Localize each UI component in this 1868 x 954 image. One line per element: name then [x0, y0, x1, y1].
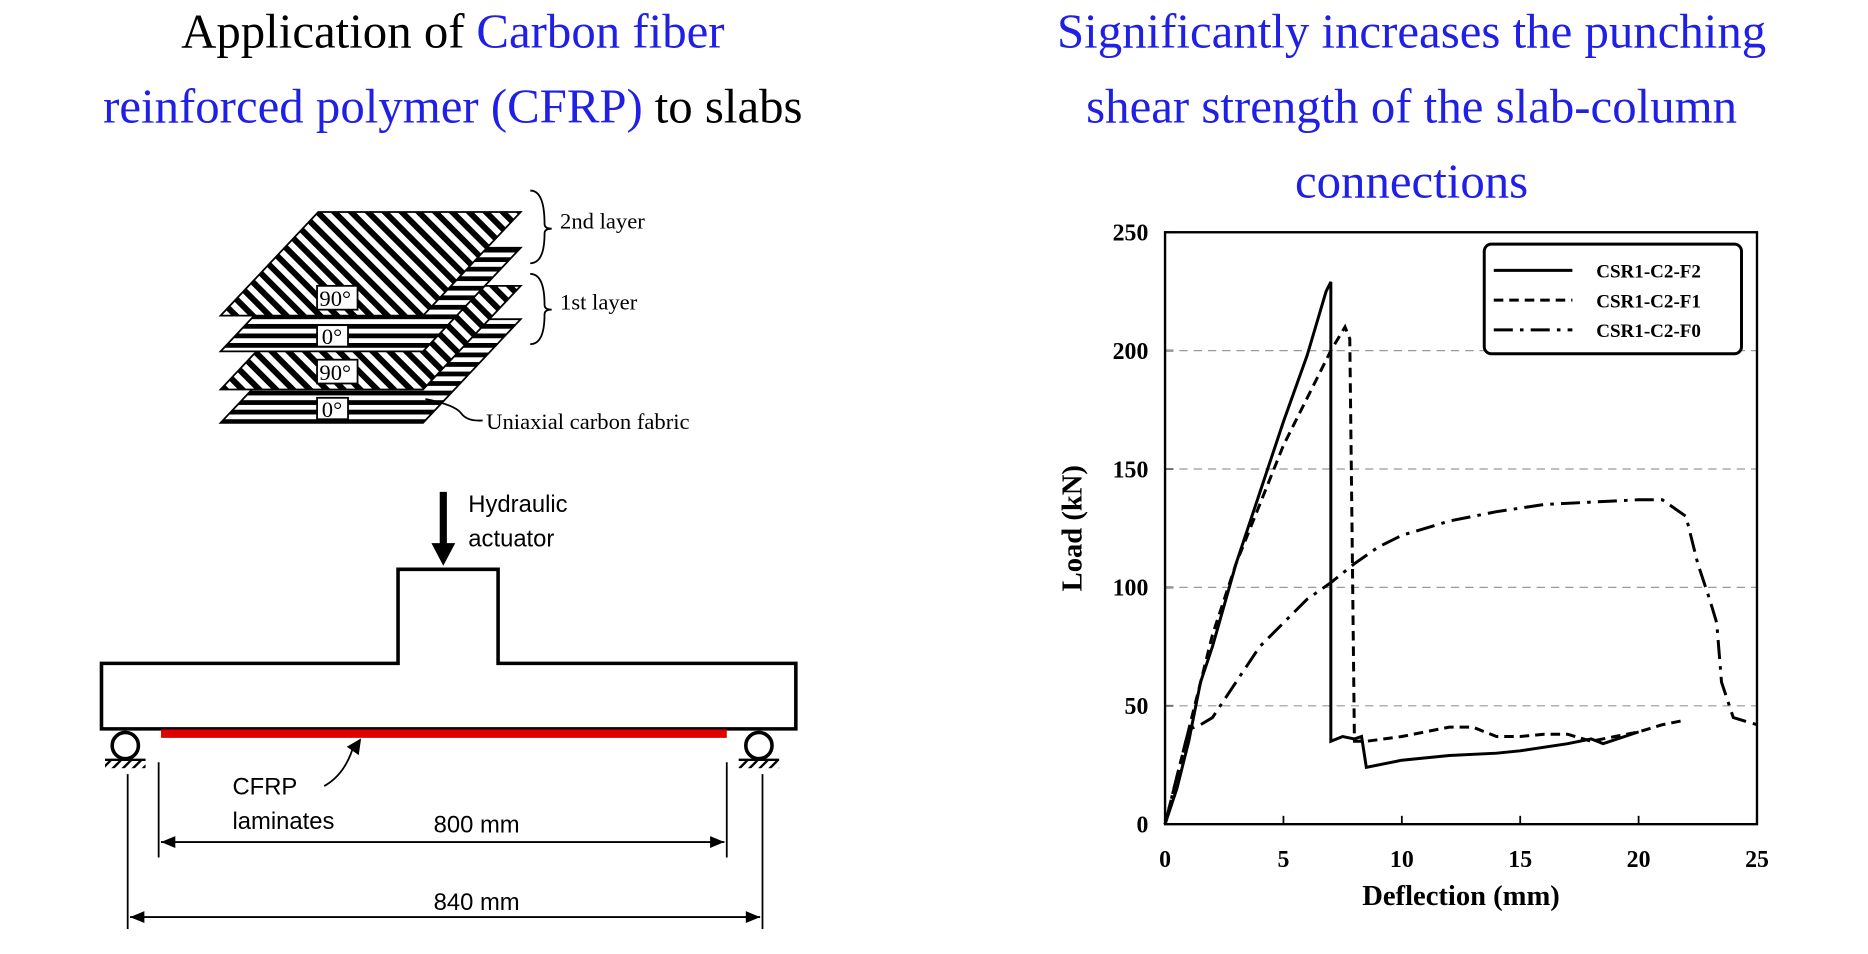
- angle-label: 0°: [322, 397, 342, 422]
- title-part: Carbon fiber: [476, 4, 724, 59]
- legend-label: CSR1-C2-F1: [1596, 291, 1701, 312]
- y-tick-label: 200: [1113, 339, 1149, 365]
- dimension-label: 800 mm: [434, 812, 520, 839]
- left-title-line: reinforced polymer (CFRP) to slabs: [103, 79, 802, 134]
- angle-label: 90°: [319, 286, 351, 311]
- right-title-line: Significantly increases the punching: [1057, 4, 1766, 59]
- layer-label: 1st layer: [560, 290, 638, 315]
- y-tick-label: 50: [1125, 694, 1149, 720]
- x-tick-label: 0: [1159, 847, 1171, 873]
- x-tick-label: 25: [1745, 847, 1769, 873]
- series-line: [1163, 281, 1640, 825]
- dimension-label: 840 mm: [434, 889, 520, 916]
- y-tick-label: 250: [1113, 221, 1149, 247]
- x-tick-label: 15: [1508, 847, 1532, 873]
- left-title-line: Application of Carbon fiber: [181, 4, 724, 59]
- title-part: to slabs: [655, 79, 803, 134]
- x-axis-label: Deflection (mm): [1362, 881, 1560, 912]
- x-tick-label: 10: [1390, 847, 1414, 873]
- actuator-label: actuator: [468, 526, 554, 553]
- title-part: reinforced polymer (CFRP): [103, 79, 643, 134]
- plot-frame: [1163, 231, 1759, 826]
- x-tick-label: 20: [1627, 847, 1651, 873]
- layer-label: 2nd layer: [560, 209, 645, 234]
- line-chart: 0 50 100 150 200 250 0 5 10 15 20 25 Deflection (mm)…: [1058, 221, 1769, 913]
- fabric-layers: [218, 189, 552, 424]
- fabric-label: Uniaxial carbon fabric: [486, 409, 689, 434]
- series-line: [1163, 323, 1687, 825]
- x-tick-label: 5: [1277, 847, 1289, 873]
- y-tick-label: 0: [1136, 813, 1148, 839]
- angle-label: 90°: [319, 360, 351, 385]
- y-tick-label: 150: [1113, 457, 1149, 483]
- test-setup: [99, 491, 798, 929]
- angle-label: 0°: [322, 324, 342, 349]
- y-axis-label: Load (kN): [1058, 465, 1089, 591]
- laminate-label: laminates: [232, 808, 334, 835]
- laminate-label: CFRP: [232, 773, 297, 800]
- legend-label: CSR1-C2-F2: [1596, 262, 1701, 283]
- right-title-line: connections: [1295, 154, 1528, 209]
- legend-label: CSR1-C2-F0: [1596, 321, 1701, 342]
- title-part: Application of: [181, 4, 465, 59]
- series-line: [1163, 498, 1758, 825]
- right-title-line: shear strength of the slab-column: [1086, 79, 1737, 134]
- y-tick-label: 100: [1113, 576, 1149, 602]
- actuator-label: Hydraulic: [468, 491, 567, 518]
